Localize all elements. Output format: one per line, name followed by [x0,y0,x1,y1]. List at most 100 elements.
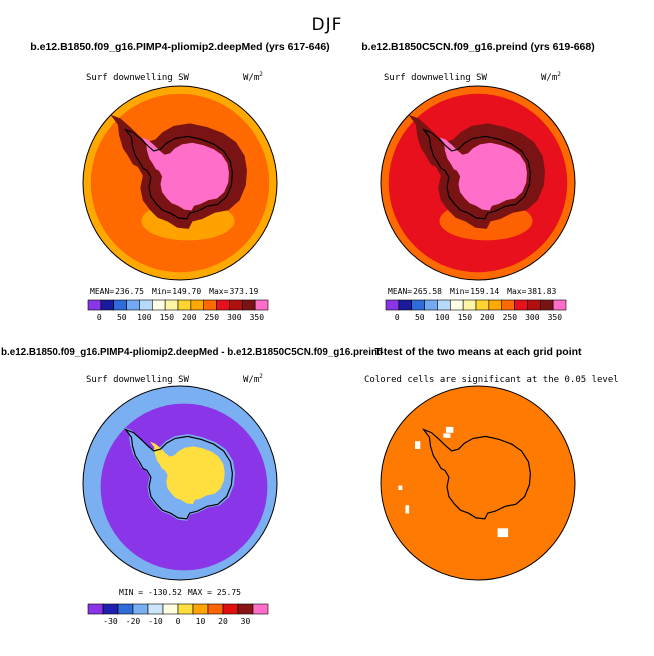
figure-supertitle: DJF [312,15,343,35]
panel-4-title: T-test of the two means at each grid poi… [374,346,582,358]
colorbar-tick-label: 200 [182,313,197,322]
panel-2-mean-label: MEAN= [388,287,412,296]
colorbar-tick-label: 50 [117,313,127,322]
colorbar-swatch [424,299,438,311]
colorbar-swatch [192,603,209,615]
colorbar-tick-label: 350 [250,313,265,322]
colorbar-tick-label: 100 [435,313,450,322]
colorbar-tick-label: 350 [548,313,563,322]
panel-1-title: b.e12.B1850.f09_g16.PIMP4-pliomip2.deepM… [30,41,329,53]
coastline [123,428,234,520]
panel-3-units: W/m2 [243,373,263,385]
panel-3-colorbar: -30 -20 -10 0 10 20 30 [87,603,269,626]
panel-4-map [381,386,575,580]
colorbar-swatch [539,299,554,311]
panel-1-variable-label: Surf downwelling SW [86,73,190,83]
colorbar-swatch [216,299,230,311]
colorbar-swatch [100,299,115,311]
panel-2-max-label: Max= [507,287,526,296]
colorbar-swatch [488,299,503,311]
colorbar-swatch [126,299,140,311]
panel-1-min: 149.70 [172,287,201,296]
nonsignificant-cell [405,505,410,514]
colorbar-swatch [102,603,119,615]
colorbar-tick-label: 250 [503,313,518,322]
panel-1-mean-label: MEAN= [90,287,114,296]
colorbar-swatch [552,299,567,311]
colorbar-swatch [237,603,254,615]
panel-3-max-label: MAX = [188,588,212,597]
panel-1-map-border [82,85,278,281]
nonsignificant-cell [415,441,421,449]
colorbar-swatch [139,299,153,311]
colorbar-swatch [229,299,243,311]
colorbar-tick-label: 150 [160,313,175,322]
panel-2-colorbar: 0 50 100 150 200 250 300 350 [385,299,567,322]
panel-2-title: b.e12.B1850C5CN.f09_g16.preind (yrs 619-… [361,41,594,53]
colorbar-swatch [147,603,164,615]
colorbar-swatch [385,299,400,311]
panel-1: b.e12.B1850.f09_g16.PIMP4-pliomip2.deepM… [30,41,329,322]
panel-4-map-border [380,385,576,581]
panel-2-map [381,86,575,280]
colorbar-swatch [207,603,224,615]
panel-2-map-border [380,85,576,281]
colorbar-swatch [449,299,464,311]
colorbar-swatch [475,299,490,311]
continent-interior [141,137,229,211]
panel-1-map [83,86,277,280]
colorbar-swatch [177,299,192,311]
panel-3-min: -130.52 [148,588,182,597]
nonsignificant-cell [443,433,451,438]
colorbar-tick-label: 300 [227,313,242,322]
colorbar-tick-label: 200 [480,313,495,322]
colorbar-swatch [177,603,194,615]
panel-1-colorbar: 0 50 100 150 200 250 300 350 [87,299,269,322]
colorbar-tick-label: 100 [137,313,152,322]
colorbar-tick-label: 0 [176,617,181,626]
colorbar-swatch [162,603,179,615]
nonsignificant-cell [497,528,509,538]
coastline [421,128,532,220]
colorbar-tick-label: -30 [103,617,118,626]
colorbar-swatch [203,299,217,311]
colorbar-tick-label: 0 [97,313,102,322]
panel-1-max: 373.19 [229,287,258,296]
colorbar-tick-label: 10 [196,617,206,626]
panel-2-max: 381.83 [527,287,556,296]
colorbar-swatch [222,603,239,615]
nonsignificant-cell [398,485,403,490]
colorbar-swatch [164,299,179,311]
colorbar-tick-label: 30 [241,617,251,626]
panel-3-stats: MIN = -130.52 MAX = 25.75 [119,588,241,597]
colorbar-tick-label: 20 [218,617,228,626]
colorbar-swatch [462,299,477,311]
panel-3-max: 25.75 [217,588,241,597]
coastline [421,428,532,520]
colorbar-swatch [252,603,269,615]
colorbar-swatch [398,299,413,311]
panel-2-units: W/m2 [541,71,561,83]
colorbar-swatch [437,299,451,311]
panel-2-mean: 265.58 [413,287,442,296]
panel-2-stats: MEAN=265.58 Min=159.14 Max=381.83 [388,287,557,296]
colorbar-tick-label: 150 [458,313,473,322]
panel-2-min-label: Min= [450,287,469,296]
colorbar-swatch [113,299,127,311]
continent-interior [150,441,225,505]
colorbar-swatch [151,299,166,311]
colorbar-swatch [514,299,528,311]
colorbar-swatch [190,299,205,311]
colorbar-swatch [254,299,269,311]
colorbar-swatch [527,299,541,311]
panel-3-min-label: MIN = [119,588,143,597]
continent-interior [439,137,527,211]
nonsignificant-cell [445,426,454,433]
colorbar-swatch [132,603,149,615]
colorbar-tick-label: 50 [415,313,425,322]
significant-cells [381,386,575,580]
colorbar-swatch [87,299,102,311]
